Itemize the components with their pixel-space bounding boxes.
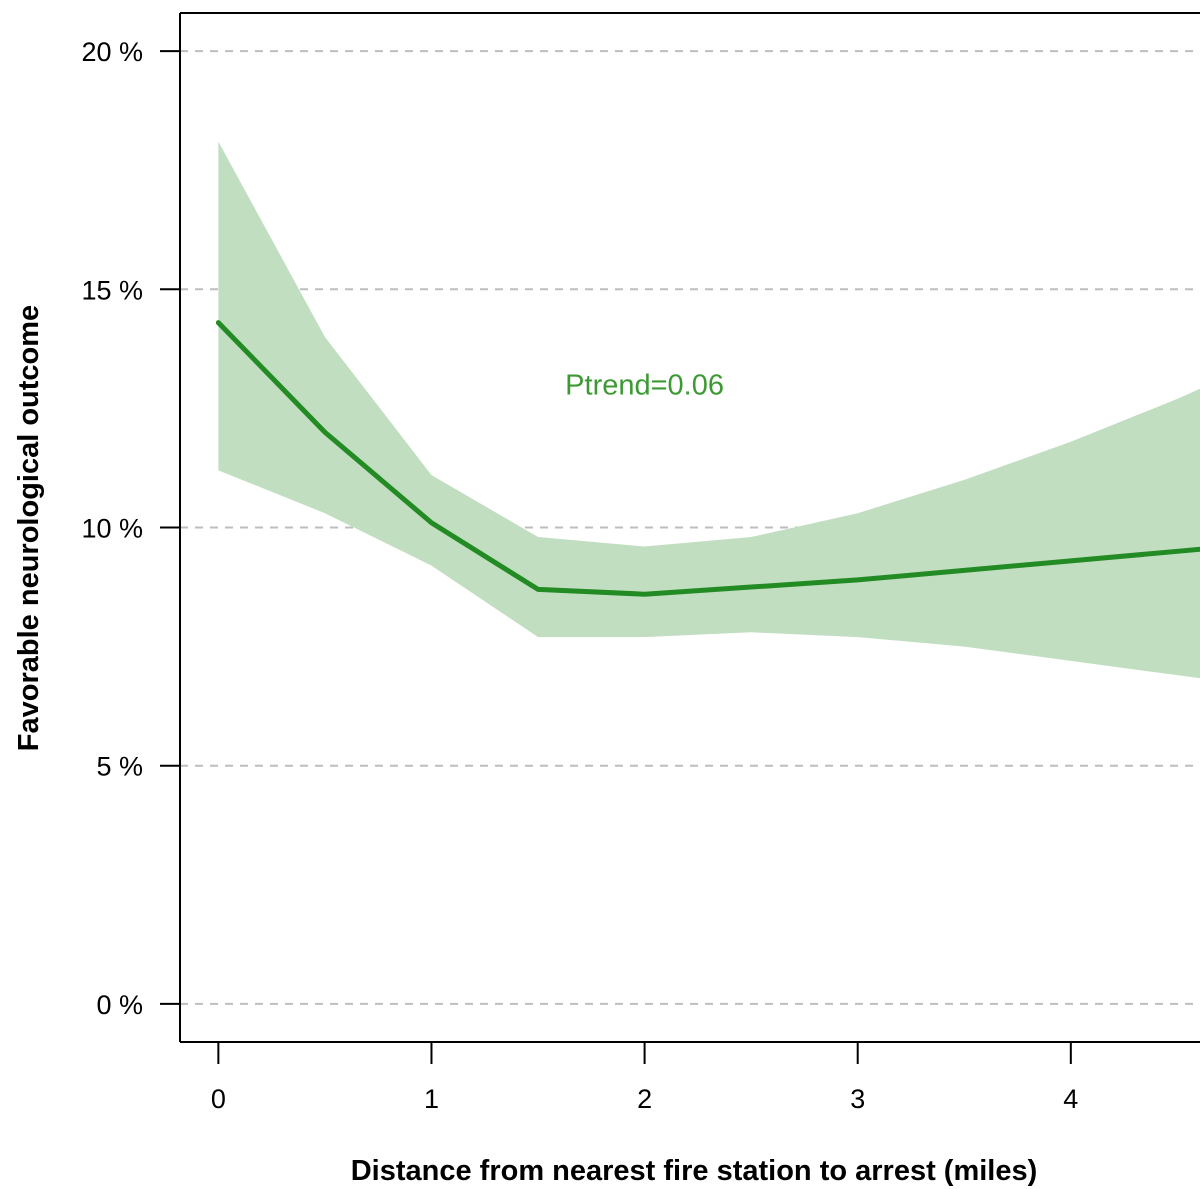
y-tick-label: 15 % [81,275,143,305]
series-line-group [215,320,1200,597]
series-line [215,320,1200,597]
y-tick-label: 20 % [81,37,143,67]
tick-labels: 0 % 5 % 10 % 15 % 20 % 0 1 2 3 4 [81,37,1078,1114]
y-axis-title: Favorable neurological outcome [13,305,45,751]
axes [160,12,1200,1064]
confidence-band [218,141,1200,679]
confidence-band-group [218,141,1200,679]
y-tick-label: 0 % [96,990,143,1020]
x-tick-label: 2 [637,1084,652,1114]
x-tick-label: 0 [211,1084,226,1114]
x-tick-label: 3 [850,1084,865,1114]
y-tick-label: 10 % [81,514,143,544]
x-tick-label: 4 [1063,1084,1078,1114]
x-axis-title: Distance from nearest fire station to ar… [351,1155,1038,1187]
ptrend-annotation: Ptrend=0.06 [565,370,724,402]
y-tick-label: 5 % [96,752,143,782]
x-tick-label: 1 [424,1084,439,1114]
